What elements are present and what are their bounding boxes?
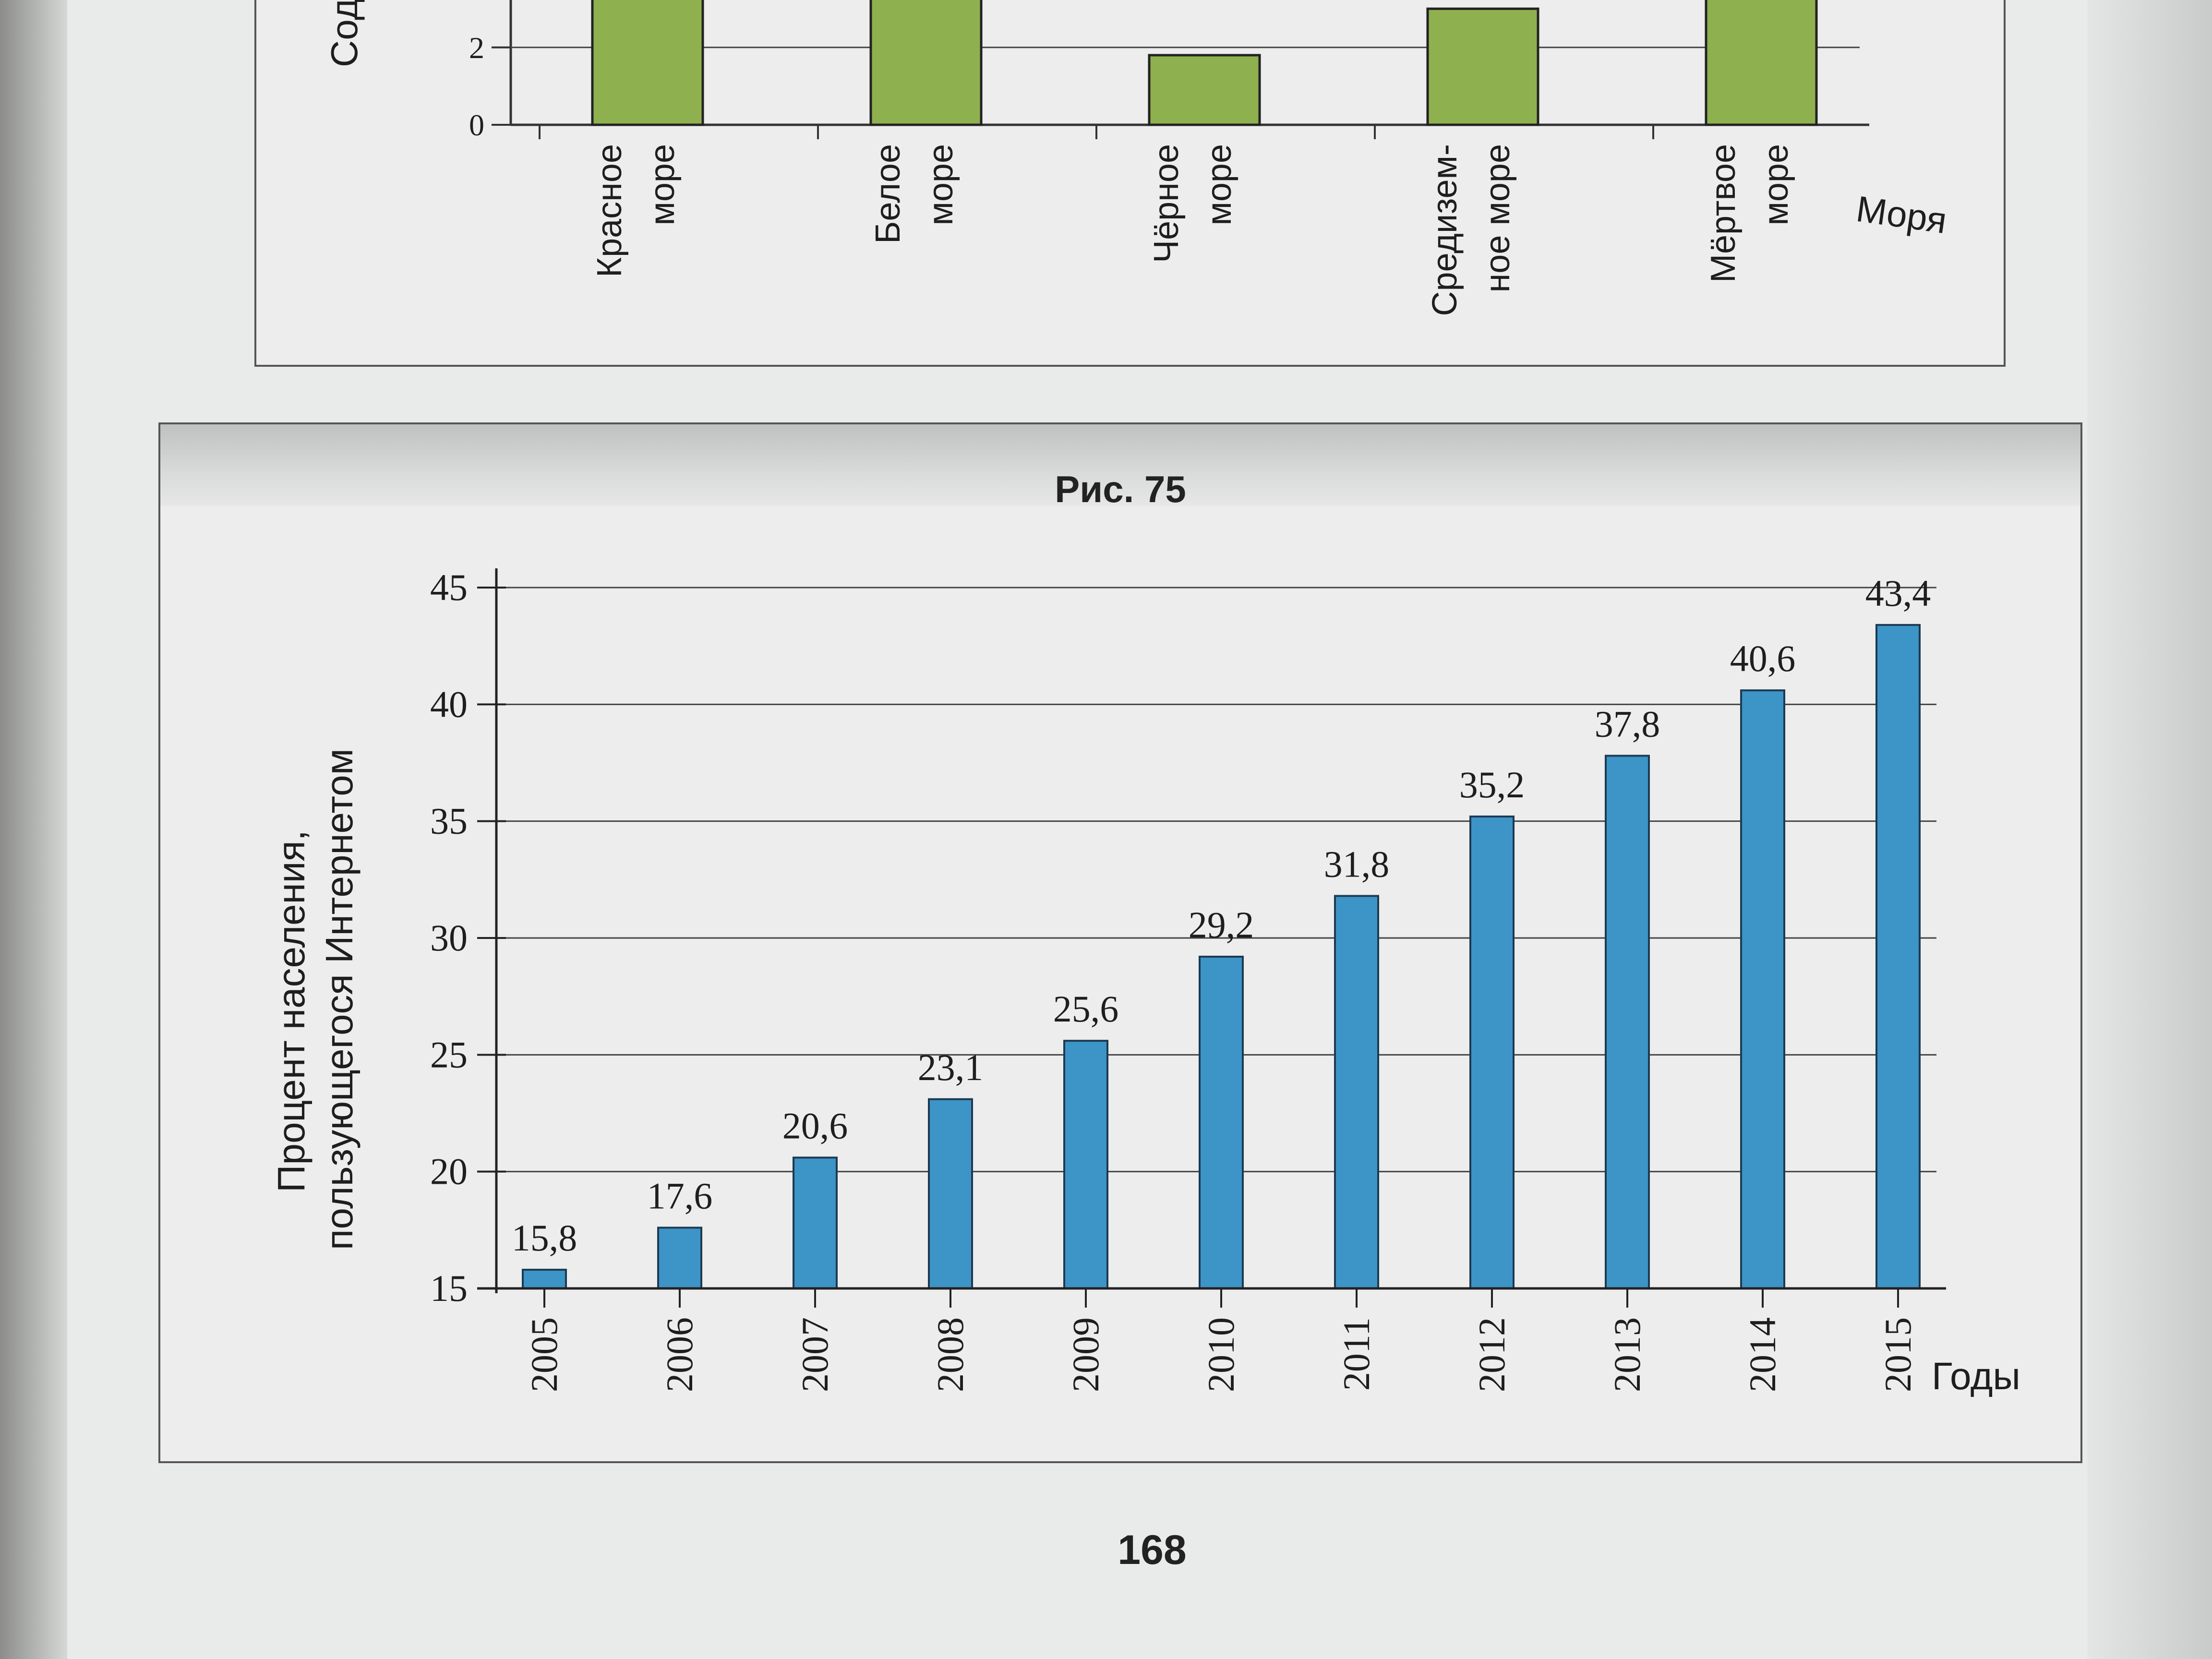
seas-category-label: море	[922, 144, 960, 226]
internet-y-tick-label: 15	[430, 1267, 468, 1309]
page-number: 168	[1118, 1527, 1187, 1573]
seas-category-labels: Красное море Белое море Чёрное море Средизем-н…	[590, 144, 1795, 316]
internet-bars	[522, 624, 1921, 1290]
internet-y-axis-label-line2: пользующегося Интернетом	[318, 748, 361, 1250]
seas-bar	[869, 0, 983, 126]
internet-bar	[522, 1269, 567, 1289]
internet-x-tick-label: 2013	[1606, 1317, 1648, 1392]
internet-bar	[1875, 624, 1921, 1289]
internet-chart-panel: Рис. 75 15 20 25 30 35 40 45 2005 2006 2007 2008 2…	[158, 422, 2082, 1463]
seas-category-label: ное море	[1479, 144, 1517, 292]
internet-x-ticks: 2005 2006 2007 2008 2009 2010 2011 2012 2013 2014…	[523, 1288, 1919, 1392]
internet-x-tick-label: 2015	[1877, 1317, 1919, 1392]
internet-x-tick-label: 2011	[1335, 1317, 1377, 1391]
internet-x-axis-label: Годы	[1932, 1355, 2020, 1397]
seas-category-label: море	[643, 144, 682, 226]
internet-y-tick-label: 20	[430, 1151, 468, 1192]
seas-bar	[1705, 0, 1818, 126]
seas-x-axis-label: Моря	[1854, 189, 1949, 241]
internet-value-label: 17,6	[647, 1175, 713, 1216]
internet-x-tick-label: 2009	[1065, 1317, 1106, 1392]
seas-category-label: Белое	[869, 144, 907, 244]
internet-bar	[1740, 689, 1785, 1290]
caption-band	[160, 424, 2080, 506]
internet-value-label: 40,6	[1730, 637, 1796, 679]
internet-x-tick-label: 2010	[1200, 1317, 1242, 1392]
seas-tick-label: 0	[469, 108, 484, 142]
internet-value-label: 43,4	[1865, 572, 1931, 614]
seas-category-label: море	[1757, 144, 1795, 226]
internet-bar	[1334, 895, 1379, 1289]
seas-chart: 0246 КрасноемореБелоемореЧёрноемореСреди…	[323, 0, 1949, 316]
seas-category-label: Красное	[590, 144, 629, 277]
seas-bars	[591, 0, 1818, 126]
seas-category-label: Чёрное	[1147, 144, 1186, 263]
seas-bar	[591, 0, 704, 126]
internet-value-label: 37,8	[1595, 703, 1660, 745]
internet-value-label: 29,2	[1189, 904, 1254, 946]
internet-bar	[1469, 815, 1515, 1289]
book-spine-shadow	[0, 0, 67, 1659]
seas-chart-panel: 0246 КрасноемореБелоемореЧёрноемореСреди…	[254, 0, 2006, 367]
internet-value-label: 35,2	[1459, 764, 1525, 805]
internet-value-label: 15,8	[512, 1217, 577, 1259]
next-page-edge	[2087, 0, 2212, 1659]
seas-category-label: море	[1200, 144, 1238, 226]
internet-y-axis-label-line1: Процент населения,	[270, 830, 313, 1192]
internet-y-tick-label: 45	[430, 566, 468, 608]
seas-bar	[1148, 54, 1261, 126]
seas-y-axis-label: Соде	[323, 0, 365, 67]
internet-bar	[657, 1226, 702, 1290]
internet-gridlines	[496, 587, 1936, 1173]
internet-value-label: 25,6	[1053, 988, 1119, 1030]
internet-bar	[928, 1098, 973, 1290]
internet-bar	[1605, 755, 1650, 1289]
figure-caption: Рис. 75	[1055, 468, 1186, 510]
seas-tick-label: 2	[469, 31, 484, 65]
internet-x-tick-label: 2006	[659, 1317, 700, 1392]
internet-x-tick-label: 2012	[1471, 1317, 1513, 1392]
internet-y-ticks: 15 20 25 30 35 40 45	[430, 566, 506, 1309]
internet-x-tick-label: 2007	[794, 1317, 836, 1392]
internet-x-tick-label: 2014	[1742, 1317, 1783, 1392]
internet-y-tick-label: 35	[430, 800, 468, 842]
seas-y-ticks: 0246	[469, 31, 1654, 142]
internet-value-label: 23,1	[918, 1046, 984, 1088]
internet-x-tick-label: 2008	[929, 1317, 971, 1392]
seas-category-label: Мёртвое	[1704, 144, 1743, 283]
internet-value-label: 31,8	[1324, 843, 1390, 885]
internet-value-label: 20,6	[782, 1105, 848, 1146]
seas-category-label: Средизем-	[1426, 144, 1464, 316]
internet-bar	[793, 1156, 838, 1289]
seas-bar	[1426, 7, 1539, 126]
internet-x-tick-label: 2005	[523, 1317, 565, 1392]
internet-bar	[1063, 1040, 1108, 1289]
internet-bar	[1199, 955, 1244, 1289]
internet-value-labels: 15,8 17,6 20,6 23,1 25,6 29,2 31,8 35,2 37,8 40,6…	[512, 572, 1931, 1259]
internet-y-tick-label: 40	[430, 683, 468, 725]
internet-y-tick-label: 30	[430, 917, 468, 959]
internet-y-tick-label: 25	[430, 1034, 468, 1075]
